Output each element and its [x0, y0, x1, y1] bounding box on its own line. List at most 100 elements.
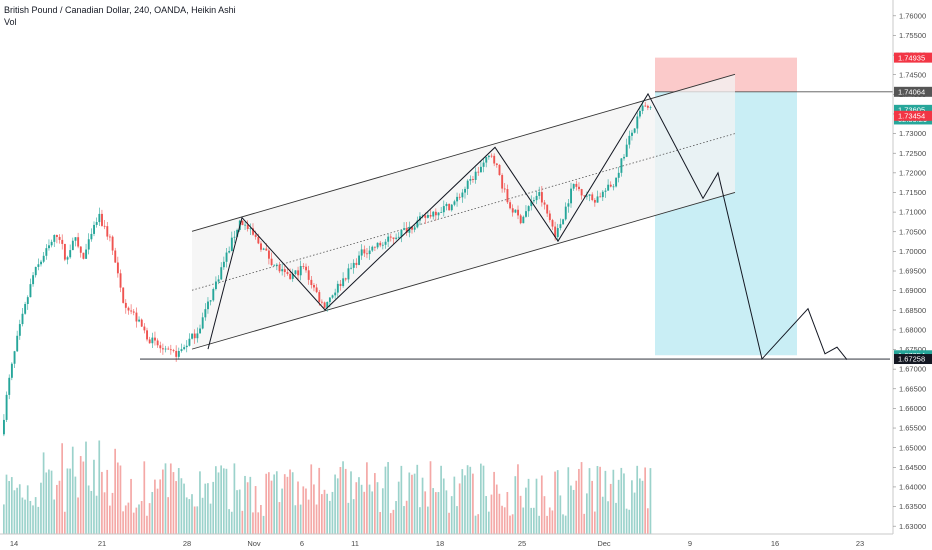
candle-body [45, 248, 48, 256]
volume-bar [472, 473, 474, 534]
candle-body [485, 157, 488, 163]
candle-body [10, 363, 13, 378]
candle-body [559, 224, 562, 229]
candle-body [522, 216, 525, 224]
candle-body [623, 156, 625, 159]
candle-body [172, 350, 175, 351]
volume-bars [3, 440, 652, 534]
price-tick-label: 1.69000 [899, 286, 926, 295]
candle-body [140, 319, 143, 327]
candle-body [641, 105, 644, 111]
price-badge[interactable] [894, 110, 932, 121]
volume-bar [254, 486, 257, 534]
price-badge[interactable] [894, 354, 932, 365]
candle-body [389, 236, 392, 238]
price-badge[interactable] [894, 52, 932, 63]
volume-bar [360, 484, 363, 534]
volume-bar [601, 496, 604, 534]
candle-body [405, 228, 408, 233]
volume-bar [336, 478, 339, 534]
volume-bar [135, 507, 138, 534]
volume-bar [29, 500, 32, 534]
candle-body [424, 215, 427, 218]
volume-bar [620, 467, 623, 534]
volume-bar [275, 471, 278, 534]
volume-bar [342, 461, 344, 534]
volume-bar [148, 503, 151, 534]
candle-body [130, 310, 133, 312]
price-tick-label: 1.64500 [899, 463, 926, 472]
candle-body [366, 253, 368, 255]
volume-bar [416, 464, 419, 534]
candle-body [230, 237, 233, 251]
volume-bar [368, 484, 371, 534]
price-badge[interactable] [894, 104, 932, 115]
volume-bar [236, 490, 238, 534]
volume-bar [599, 466, 601, 534]
candle-body [633, 128, 636, 133]
volume-bar [79, 456, 82, 534]
volume-bar [175, 481, 177, 534]
volume-bar [646, 508, 649, 534]
candle-body [593, 200, 596, 203]
price-badge-label: 1.67258 [898, 355, 925, 364]
candle-body [456, 196, 459, 202]
volume-bar [631, 480, 633, 534]
candle-body [530, 201, 533, 207]
volume-bar [533, 507, 535, 534]
time-tick-label: 14 [10, 539, 18, 548]
volume-bar [310, 464, 313, 534]
volume-bar [567, 467, 570, 534]
candle-body [358, 255, 360, 265]
volume-bar [548, 507, 551, 534]
zigzag-projection-line[interactable] [207, 92, 848, 361]
candle-body [148, 339, 151, 344]
candle-body [241, 220, 244, 225]
volume-bar [191, 494, 193, 534]
candle-body [535, 195, 538, 201]
candle-body [114, 250, 117, 263]
volume-bar [490, 494, 493, 534]
volume-bar [604, 470, 607, 534]
candle-body [283, 269, 286, 273]
candle-body [344, 278, 347, 280]
volume-bar [583, 513, 586, 534]
volume-bar [641, 480, 644, 534]
volume-bar [286, 476, 289, 534]
volume-bar [212, 481, 215, 534]
volume-bar [154, 479, 156, 534]
volume-bar [487, 511, 490, 534]
volume-bar [564, 515, 567, 534]
candle-body [612, 186, 615, 188]
volume-bar [615, 502, 617, 534]
candle-body [249, 228, 252, 230]
candle-body [350, 267, 353, 269]
volume-bar [199, 471, 201, 534]
price-badge[interactable] [894, 86, 932, 97]
candle-body [209, 300, 212, 302]
volume-bar [98, 440, 101, 534]
volume-bar [56, 484, 58, 534]
volume-bar [482, 465, 485, 534]
candle-body [453, 201, 456, 205]
channel-lower-line[interactable] [191, 192, 736, 350]
candle-body [177, 350, 180, 357]
candle-body [413, 227, 416, 230]
candle-body [533, 200, 535, 202]
volume-bar [106, 469, 109, 534]
volume-bar [138, 504, 140, 534]
volume-bar [291, 472, 294, 534]
volume-bar [143, 461, 146, 534]
volume-bar [527, 478, 530, 534]
volume-bar [432, 488, 434, 534]
volume-bar [201, 497, 204, 534]
candle-body [617, 172, 620, 178]
candle-body [474, 171, 477, 180]
volume-bar [419, 507, 421, 534]
volume-bar [10, 477, 13, 534]
candle-body [403, 228, 406, 230]
volume-label: Vol [4, 17, 17, 27]
candle-body [138, 319, 141, 322]
